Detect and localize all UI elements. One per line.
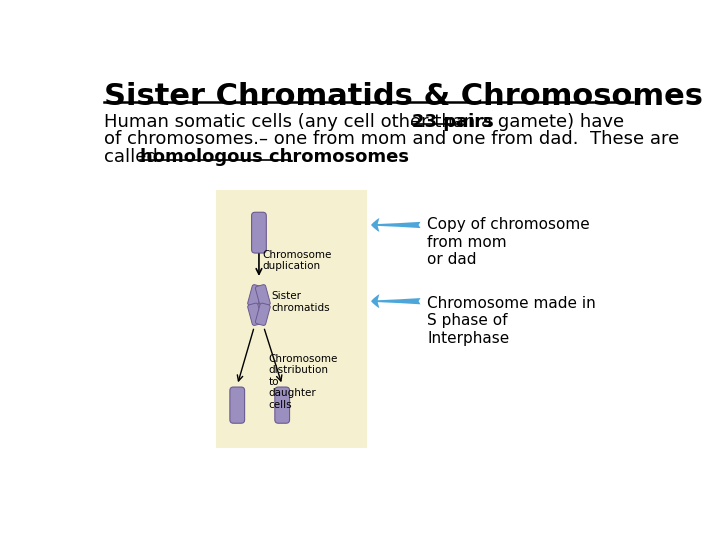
Text: Human somatic cells (any cell other than a gamete) have: Human somatic cells (any cell other than…: [104, 112, 630, 131]
FancyBboxPatch shape: [216, 190, 367, 448]
Text: Sister Chromatids & Chromosomes: Sister Chromatids & Chromosomes: [104, 82, 703, 111]
Text: .: .: [289, 148, 294, 166]
FancyBboxPatch shape: [256, 303, 270, 326]
FancyBboxPatch shape: [256, 285, 270, 307]
Text: Copy of chromosome
from mom
or dad: Copy of chromosome from mom or dad: [427, 217, 590, 267]
FancyBboxPatch shape: [251, 212, 266, 253]
Text: of chromosomes.– one from mom and one from dad.  These are: of chromosomes.– one from mom and one fr…: [104, 130, 679, 148]
Text: Chromosome made in
S phase of
Interphase: Chromosome made in S phase of Interphase: [427, 296, 596, 346]
Text: Chromosome
duplication: Chromosome duplication: [263, 249, 332, 271]
FancyBboxPatch shape: [248, 285, 263, 307]
Text: called: called: [104, 148, 163, 166]
Text: Sister
chromatids: Sister chromatids: [271, 291, 330, 313]
FancyBboxPatch shape: [230, 387, 245, 423]
FancyBboxPatch shape: [248, 303, 263, 326]
Text: homologous chromosomes: homologous chromosomes: [140, 148, 409, 166]
Text: Chromosome
distribution
to
daughter
cells: Chromosome distribution to daughter cell…: [269, 354, 338, 410]
Text: 23 pairs: 23 pairs: [413, 112, 494, 131]
FancyBboxPatch shape: [275, 387, 289, 423]
